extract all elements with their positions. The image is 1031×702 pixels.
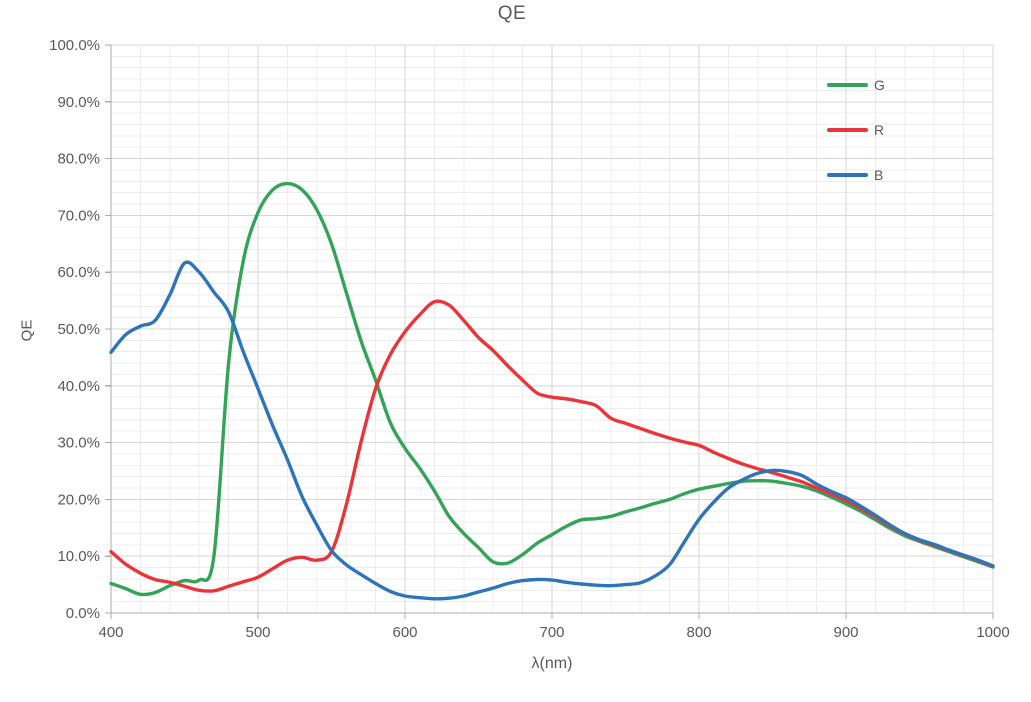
series-curve-g — [109, 181, 995, 597]
x-axis-title: λ(nm) — [531, 655, 573, 672]
y-tick-label: 90.0% — [57, 94, 100, 111]
series-curve-b — [109, 260, 995, 601]
legend-item-g: G — [827, 77, 885, 93]
legend-label-g: G — [874, 77, 885, 93]
x-tick-label: 500 — [245, 624, 270, 641]
y-tick-label: 80.0% — [57, 151, 100, 168]
y-tick-label: 50.0% — [57, 321, 100, 338]
x-tick-label: 800 — [686, 624, 711, 641]
y-tick-label: 70.0% — [57, 207, 100, 224]
y-tick-label: 10.0% — [57, 548, 100, 565]
legend-label-b: B — [874, 167, 884, 183]
legend-line-b — [827, 173, 868, 177]
x-tick-label: 700 — [539, 624, 564, 641]
x-tick-label: 900 — [833, 624, 858, 641]
y-tick-label: 100.0% — [49, 37, 100, 54]
y-tick-label: 60.0% — [57, 264, 100, 281]
y-tick-label: 20.0% — [57, 491, 100, 508]
x-tick-label: 400 — [98, 624, 123, 641]
legend-line-r — [827, 128, 868, 132]
legend-item-r: R — [827, 122, 884, 138]
legend-item-b: B — [827, 167, 883, 183]
y-tick-label: 0.0% — [66, 605, 100, 622]
y-tick-label: 40.0% — [57, 378, 100, 395]
legend-label-r: R — [874, 122, 885, 138]
y-tick-label: 30.0% — [57, 435, 100, 452]
chart-title: QE — [497, 3, 527, 24]
series-curve-r — [109, 299, 995, 593]
y-axis-title: QE — [18, 319, 36, 342]
x-tick-label: 1000 — [976, 624, 1009, 641]
legend-line-g — [827, 83, 868, 87]
x-tick-label: 600 — [392, 624, 417, 641]
